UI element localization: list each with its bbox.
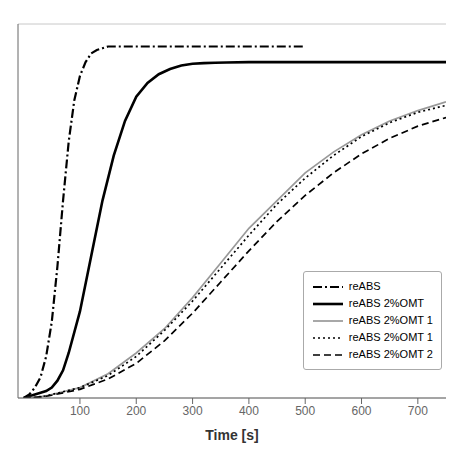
html-text:reABS 2%OMT 2: reABS 2%OMT 2	[348, 348, 433, 361]
svg-text:Time [s]: Time [s]	[205, 427, 258, 443]
svg-text:300: 300	[183, 404, 203, 418]
html-text:reABS 2%OMT 1: reABS 2%OMT 1	[348, 331, 433, 344]
svg-text:400: 400	[239, 404, 259, 418]
svg-text:200: 200	[126, 404, 146, 418]
svg-text:700: 700	[408, 404, 428, 418]
svg-text:500: 500	[295, 404, 315, 418]
html-text:reABS 2%OMT: reABS 2%OMT	[348, 297, 424, 310]
svg-text:100: 100	[70, 404, 90, 418]
html-text:reABS: reABS	[348, 280, 381, 293]
html-text:reABS 2%OMT 1: reABS 2%OMT 1	[348, 314, 433, 327]
svg-text:600: 600	[352, 404, 372, 418]
